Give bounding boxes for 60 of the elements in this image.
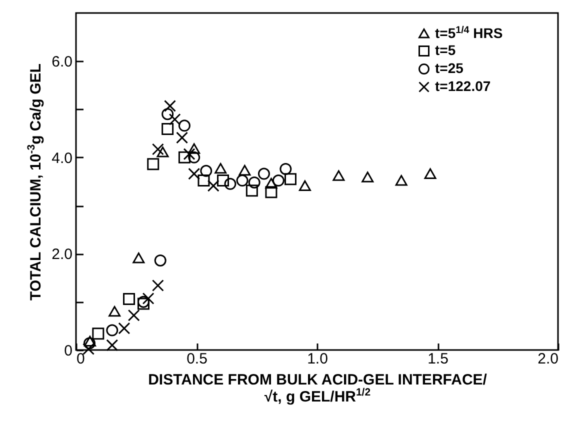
point [362, 172, 374, 182]
point [424, 168, 436, 179]
point [123, 292, 136, 305]
point [84, 336, 96, 346]
point [92, 328, 104, 340]
legend-label: t=5$^{1/4}$ HRS [435, 24, 503, 41]
point [106, 324, 118, 336]
x-tick-label: 0 [76, 350, 85, 368]
point [118, 322, 130, 334]
point [132, 252, 145, 264]
point [265, 186, 278, 198]
point [178, 151, 190, 164]
point [246, 184, 258, 197]
legend-label: t=122.07 [435, 78, 491, 94]
point [142, 292, 154, 304]
point [258, 168, 270, 180]
point [198, 174, 210, 187]
point [188, 151, 200, 164]
y-tick-label: 6.0 [52, 54, 72, 71]
point [207, 180, 220, 192]
x-tick-label: 2.0 [538, 350, 558, 368]
point [265, 178, 278, 189]
point [147, 158, 160, 170]
point [284, 173, 296, 186]
point [272, 174, 284, 187]
x-axis-title: DISTANCE FROM BULK ACID-GEL INTERFACE/ √t, g GEL/HR$^{1/2}$ [148, 372, 488, 406]
point [152, 279, 164, 292]
point [156, 146, 169, 158]
point [280, 162, 292, 175]
point [154, 254, 166, 266]
point [162, 108, 174, 120]
y-tick-label: 2.0 [52, 246, 72, 264]
point [248, 176, 260, 188]
x-tick-label: 0.5 [186, 350, 208, 368]
point [108, 306, 121, 317]
point [106, 339, 118, 352]
point [152, 143, 164, 156]
point [162, 123, 174, 136]
point [188, 143, 200, 154]
point [214, 162, 227, 174]
y-tick-label: 4.0 [52, 150, 72, 167]
point [224, 178, 236, 190]
point [178, 120, 190, 132]
legend-label: t=5 [435, 42, 456, 58]
point [200, 164, 212, 177]
point [183, 148, 196, 160]
point [217, 174, 230, 187]
point [332, 170, 345, 181]
x-tick-label: 1.5 [428, 350, 448, 368]
point [298, 180, 311, 191]
point [164, 100, 176, 112]
point [188, 168, 200, 180]
point [238, 164, 251, 176]
legend-label: t=25 [435, 60, 464, 76]
point [128, 309, 140, 322]
point [176, 132, 188, 144]
point [168, 113, 181, 126]
x-tick-label: 1.0 [307, 350, 328, 368]
point [395, 175, 408, 186]
point [236, 174, 248, 187]
